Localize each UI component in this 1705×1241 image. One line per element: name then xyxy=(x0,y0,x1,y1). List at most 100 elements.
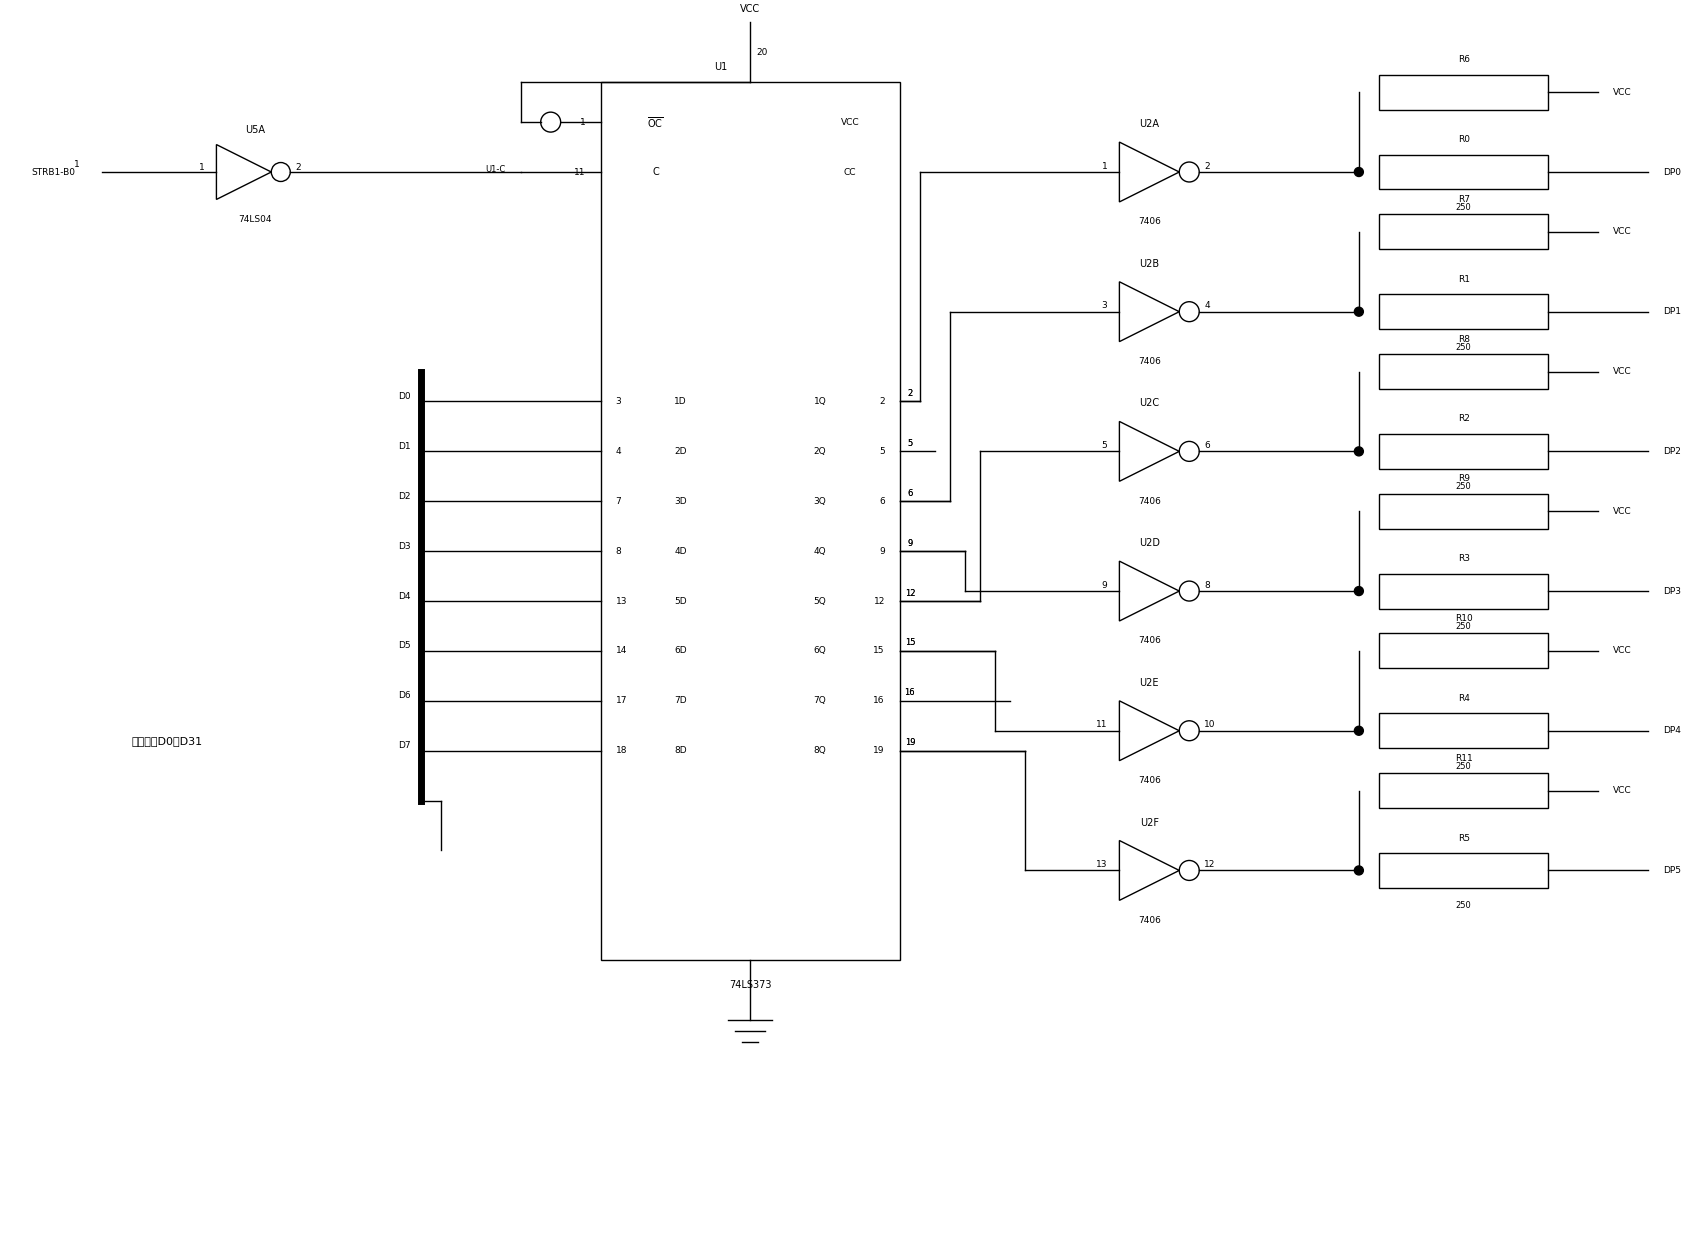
Text: 14: 14 xyxy=(616,647,626,655)
Text: DP1: DP1 xyxy=(1662,308,1679,316)
Text: VCC: VCC xyxy=(1613,88,1632,97)
Text: 1: 1 xyxy=(198,163,205,171)
Bar xyxy=(1378,494,1548,529)
Text: 11: 11 xyxy=(575,168,585,176)
Circle shape xyxy=(1354,587,1362,596)
Text: 1D: 1D xyxy=(673,397,687,406)
Text: D7: D7 xyxy=(399,741,411,751)
Text: 1: 1 xyxy=(580,118,585,127)
Text: R0: R0 xyxy=(1456,135,1468,144)
Bar xyxy=(1378,633,1548,669)
Text: 5Q: 5Q xyxy=(813,597,825,606)
Text: 7406: 7406 xyxy=(1137,916,1159,925)
Bar xyxy=(1378,573,1548,608)
Text: 2: 2 xyxy=(295,163,300,171)
Text: 19: 19 xyxy=(904,738,914,747)
Text: 18: 18 xyxy=(616,746,627,756)
Bar xyxy=(1378,853,1548,887)
Text: 2: 2 xyxy=(1204,161,1209,170)
Text: 9: 9 xyxy=(878,546,885,556)
Text: 2D: 2D xyxy=(673,447,685,455)
Text: R11: R11 xyxy=(1454,753,1471,763)
Text: 2: 2 xyxy=(907,388,912,398)
Text: VCC: VCC xyxy=(1613,227,1632,236)
Text: 7Q: 7Q xyxy=(813,696,825,705)
Text: 17: 17 xyxy=(616,696,627,705)
Text: 250: 250 xyxy=(1454,622,1471,630)
Text: U2B: U2B xyxy=(1139,259,1159,269)
Text: C: C xyxy=(651,168,658,177)
Text: DP2: DP2 xyxy=(1662,447,1679,455)
Text: R10: R10 xyxy=(1454,614,1471,623)
Text: D0: D0 xyxy=(399,392,411,401)
Text: 13: 13 xyxy=(1095,860,1107,869)
Text: 1: 1 xyxy=(1101,161,1107,170)
Text: 7406: 7406 xyxy=(1137,357,1159,366)
Text: 12: 12 xyxy=(1204,860,1216,869)
Text: 9: 9 xyxy=(1101,581,1107,589)
Text: VCC: VCC xyxy=(1613,367,1632,376)
Text: 19: 19 xyxy=(873,746,885,756)
Text: 4D: 4D xyxy=(673,546,685,556)
Text: U2A: U2A xyxy=(1139,119,1159,129)
Bar xyxy=(1378,74,1548,109)
Text: 5: 5 xyxy=(907,439,912,448)
Text: DP3: DP3 xyxy=(1662,587,1679,596)
Text: 9: 9 xyxy=(907,539,912,547)
Text: 6: 6 xyxy=(907,489,912,498)
Text: R8: R8 xyxy=(1456,335,1468,344)
Text: D6: D6 xyxy=(399,691,411,700)
Text: U2E: U2E xyxy=(1139,678,1158,688)
Bar xyxy=(1378,294,1548,329)
Text: DP4: DP4 xyxy=(1662,726,1679,735)
Text: 2: 2 xyxy=(907,388,912,398)
Text: R3: R3 xyxy=(1456,555,1468,563)
Text: 250: 250 xyxy=(1454,762,1471,771)
Text: D1: D1 xyxy=(399,442,411,450)
Text: 250: 250 xyxy=(1454,204,1471,212)
Text: 20: 20 xyxy=(755,47,767,57)
Text: 12: 12 xyxy=(904,588,914,598)
Text: 16: 16 xyxy=(873,696,885,705)
Text: 7406: 7406 xyxy=(1137,637,1159,645)
Bar xyxy=(600,82,899,961)
Text: VCC: VCC xyxy=(740,5,760,15)
Text: 12: 12 xyxy=(904,588,914,598)
Text: 4: 4 xyxy=(616,447,621,455)
Circle shape xyxy=(1354,168,1362,176)
Text: 5: 5 xyxy=(1101,441,1107,450)
Text: 5: 5 xyxy=(878,447,885,455)
Text: 6D: 6D xyxy=(673,647,687,655)
Bar xyxy=(1378,155,1548,190)
Text: 6Q: 6Q xyxy=(813,647,825,655)
Circle shape xyxy=(1354,726,1362,735)
Text: 6: 6 xyxy=(1204,441,1209,450)
Text: 8Q: 8Q xyxy=(813,746,825,756)
Text: 16: 16 xyxy=(904,689,914,697)
Text: 9: 9 xyxy=(907,539,912,547)
Bar xyxy=(1378,215,1548,249)
Text: 16: 16 xyxy=(904,689,914,697)
Text: 数据总线D0～D31: 数据总线D0～D31 xyxy=(131,736,203,746)
Text: D5: D5 xyxy=(399,642,411,650)
Text: R5: R5 xyxy=(1456,834,1468,843)
Text: VCC: VCC xyxy=(1613,647,1632,655)
Text: VCC: VCC xyxy=(1613,506,1632,516)
Text: 3: 3 xyxy=(616,397,621,406)
Text: U2C: U2C xyxy=(1139,398,1159,408)
Text: 3Q: 3Q xyxy=(813,496,825,506)
Text: U2D: U2D xyxy=(1139,539,1159,549)
Text: D2: D2 xyxy=(399,491,411,501)
Text: 8: 8 xyxy=(616,546,621,556)
Text: 5: 5 xyxy=(907,439,912,448)
Text: 2Q: 2Q xyxy=(813,447,825,455)
Text: R6: R6 xyxy=(1456,56,1468,65)
Text: R9: R9 xyxy=(1456,474,1468,483)
Text: R2: R2 xyxy=(1456,414,1468,423)
Text: R4: R4 xyxy=(1456,694,1468,702)
Text: 7: 7 xyxy=(616,496,621,506)
Text: 250: 250 xyxy=(1454,343,1471,351)
Bar xyxy=(1378,714,1548,748)
Text: STRB1-B0: STRB1-B0 xyxy=(32,168,75,176)
Circle shape xyxy=(1354,308,1362,316)
